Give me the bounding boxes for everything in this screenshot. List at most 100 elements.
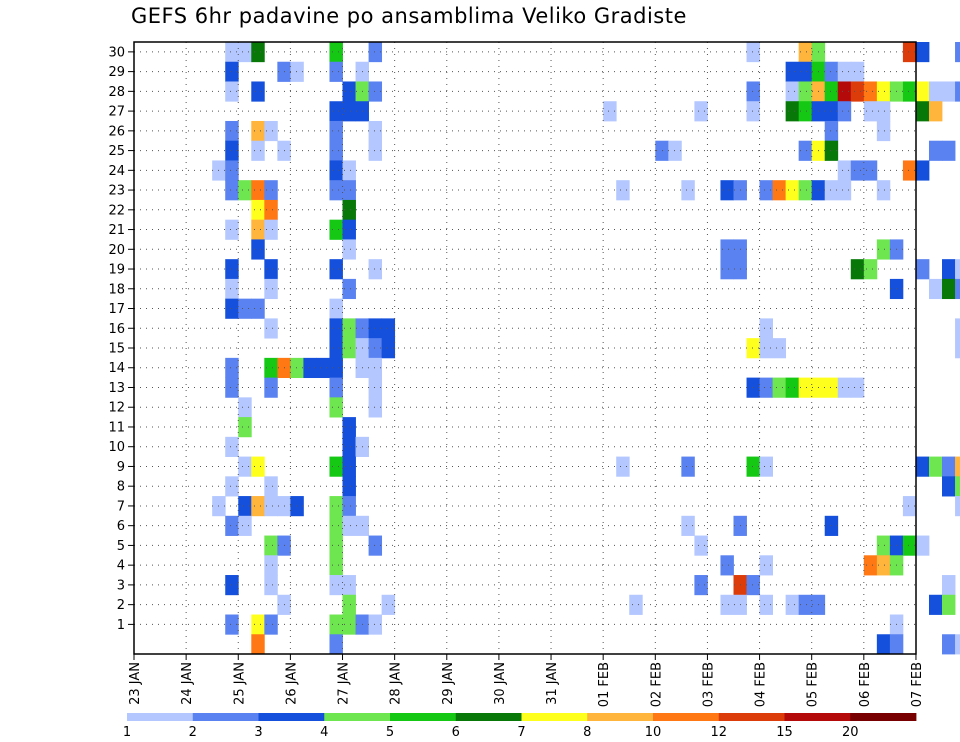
heatmap-cell xyxy=(863,160,878,181)
y-tick-label: 28 xyxy=(108,85,125,100)
heatmap-cell xyxy=(798,42,813,63)
heatmap-cell xyxy=(342,180,356,201)
heatmap-cell xyxy=(955,456,960,477)
heatmap-cell xyxy=(329,42,343,63)
heatmap-cell xyxy=(251,81,265,102)
heatmap-cell xyxy=(746,81,760,102)
y-tick-label: 5 xyxy=(117,539,125,554)
heatmap-cell xyxy=(824,81,839,102)
heatmap-cell xyxy=(850,61,865,82)
heatmap-cell xyxy=(342,417,356,438)
heatmap-cell xyxy=(824,101,839,122)
y-axis: 1234567891011121314151617181920212223242… xyxy=(108,45,134,633)
heatmap-cell xyxy=(225,298,239,319)
heatmap-cell xyxy=(342,476,356,497)
heatmap-cell xyxy=(342,575,356,596)
heatmap-cell xyxy=(342,239,356,260)
y-tick-label: 10 xyxy=(108,440,125,455)
heatmap-cell xyxy=(368,397,383,418)
heatmap-cell xyxy=(824,140,839,161)
heatmap-cell xyxy=(955,318,960,339)
heatmap-cell xyxy=(264,535,278,556)
heatmap-cell xyxy=(251,180,265,201)
heatmap-cell xyxy=(720,594,734,615)
y-tick-label: 2 xyxy=(117,598,125,613)
heatmap-cell xyxy=(264,377,278,398)
heatmap-cell xyxy=(915,456,930,477)
heatmap-cell xyxy=(928,456,943,477)
x-tick-label: 28 JAN xyxy=(389,662,404,705)
heatmap-cell xyxy=(264,199,278,221)
heatmap-cell xyxy=(798,594,813,615)
heatmap-cell xyxy=(329,298,343,319)
x-tick-label: 01 FEB xyxy=(597,662,612,707)
y-tick-label: 20 xyxy=(108,243,125,258)
y-tick-label: 19 xyxy=(108,263,125,278)
heatmap-cell xyxy=(863,555,878,576)
heatmap-cell xyxy=(225,160,239,181)
y-tick-label: 4 xyxy=(117,559,125,574)
heatmap-cell xyxy=(329,575,343,596)
x-tick-label: 25 JAN xyxy=(232,662,247,705)
heatmap-cell xyxy=(225,140,239,161)
x-tick-label: 03 FEB xyxy=(701,662,716,707)
heatmap-cell xyxy=(368,259,383,280)
heatmap-cell xyxy=(381,594,396,615)
heatmap-cell xyxy=(955,496,960,517)
heatmap-cell xyxy=(798,140,813,161)
heatmap-cell xyxy=(720,180,734,201)
heatmap-cell xyxy=(955,634,960,655)
heatmap-cell xyxy=(329,357,343,379)
heatmap-cell xyxy=(928,594,943,615)
heatmap-cell xyxy=(863,81,878,102)
heatmap-cell xyxy=(368,140,383,161)
heatmap-cell xyxy=(876,180,891,201)
heatmap-cell xyxy=(915,535,930,556)
heatmap-cell xyxy=(785,594,800,615)
heatmap-cell xyxy=(824,377,839,398)
heatmap-cell xyxy=(238,515,252,536)
heatmap-cell xyxy=(329,515,343,536)
colorbar-label: 8 xyxy=(583,725,591,740)
heatmap-cell xyxy=(942,634,956,655)
heatmap-cell xyxy=(303,357,317,379)
heatmap-cell xyxy=(264,476,278,497)
heatmap-cell xyxy=(329,101,343,122)
colorbar-swatch xyxy=(653,713,720,721)
y-tick-label: 30 xyxy=(108,45,125,60)
heatmap-cell xyxy=(928,278,943,300)
heatmap-cell xyxy=(238,417,252,438)
x-tick-label: 31 JAN xyxy=(545,662,560,705)
heatmap-cell xyxy=(837,160,852,181)
heatmap-cell xyxy=(251,120,265,142)
heatmap-cell xyxy=(251,298,265,319)
colorbar-swatch xyxy=(784,713,851,721)
heatmap-cell xyxy=(238,180,252,201)
heatmap-cell xyxy=(225,436,239,457)
heatmap-cell xyxy=(942,140,956,161)
colorbar-label: 15 xyxy=(776,725,793,740)
heatmap-cell xyxy=(381,338,396,359)
heatmap-cell xyxy=(798,180,813,201)
heatmap-cell xyxy=(785,101,800,122)
y-tick-label: 17 xyxy=(108,302,125,317)
heatmap-cell xyxy=(837,377,852,398)
heatmap-cell xyxy=(955,476,960,497)
x-tick-label: 30 JAN xyxy=(493,662,508,705)
heatmap-cell xyxy=(329,456,343,477)
heatmap-cell xyxy=(955,42,960,63)
heatmap-cell xyxy=(772,377,787,398)
heatmap-cell xyxy=(850,377,865,398)
heatmap-cell xyxy=(329,61,343,82)
y-tick-label: 14 xyxy=(108,361,125,376)
heatmap-cell xyxy=(616,456,630,477)
heatmap-cell xyxy=(264,120,278,142)
colorbar-swatch xyxy=(718,713,785,721)
heatmap-cell xyxy=(928,140,943,161)
heatmap-cell xyxy=(329,555,343,576)
heatmap-cell xyxy=(824,180,839,201)
heatmap-cell xyxy=(368,357,383,379)
heatmap-cell xyxy=(942,594,956,615)
heatmap-cell xyxy=(225,219,239,240)
